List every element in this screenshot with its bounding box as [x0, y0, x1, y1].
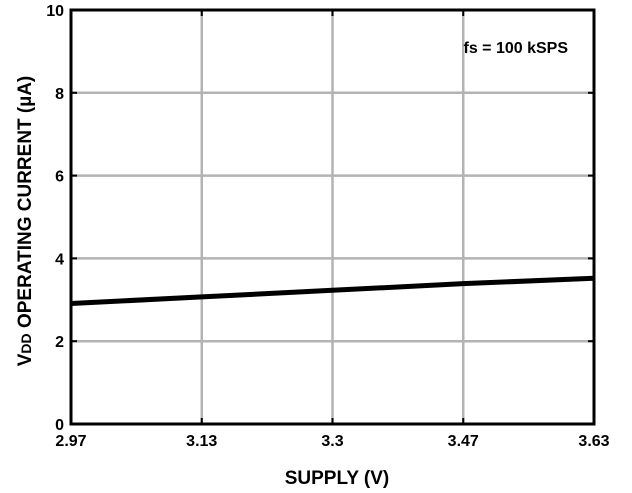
x-tick-label: 3.13 — [186, 433, 217, 450]
x-tick-label: 3.63 — [578, 433, 609, 450]
x-tick-label: 3.47 — [448, 433, 479, 450]
x-tick-label: 2.97 — [55, 433, 86, 450]
x-tick-labels: 2.97 3.13 3.3 3.47 3.63 — [55, 433, 609, 450]
series-layer — [70, 275, 595, 307]
y-tick-label: 10 — [46, 3, 64, 20]
tick-marks — [70, 9, 595, 425]
y-axis-title-main: V — [15, 353, 36, 366]
y-tick-label: 8 — [55, 86, 64, 103]
y-axis-title: VDD OPERATING CURRENT (µA) — [15, 76, 36, 367]
y-axis-title-sub: DD — [18, 333, 34, 353]
y-tick-label: 6 — [55, 169, 64, 186]
y-tick-label: 0 — [55, 417, 64, 434]
series-line — [70, 275, 595, 307]
x-tick-label: 3.3 — [321, 433, 343, 450]
grid-lines — [71, 10, 594, 424]
x-axis-title: SUPPLY (V) — [285, 468, 390, 489]
y-axis-title-rest: OPERATING CURRENT (µA) — [15, 76, 36, 334]
y-tick-labels: 0 2 4 6 8 10 — [46, 3, 64, 434]
annotation: fs = 100 kSPS — [463, 40, 568, 57]
y-tick-label: 4 — [55, 251, 64, 268]
y-tick-label: 2 — [55, 334, 64, 351]
